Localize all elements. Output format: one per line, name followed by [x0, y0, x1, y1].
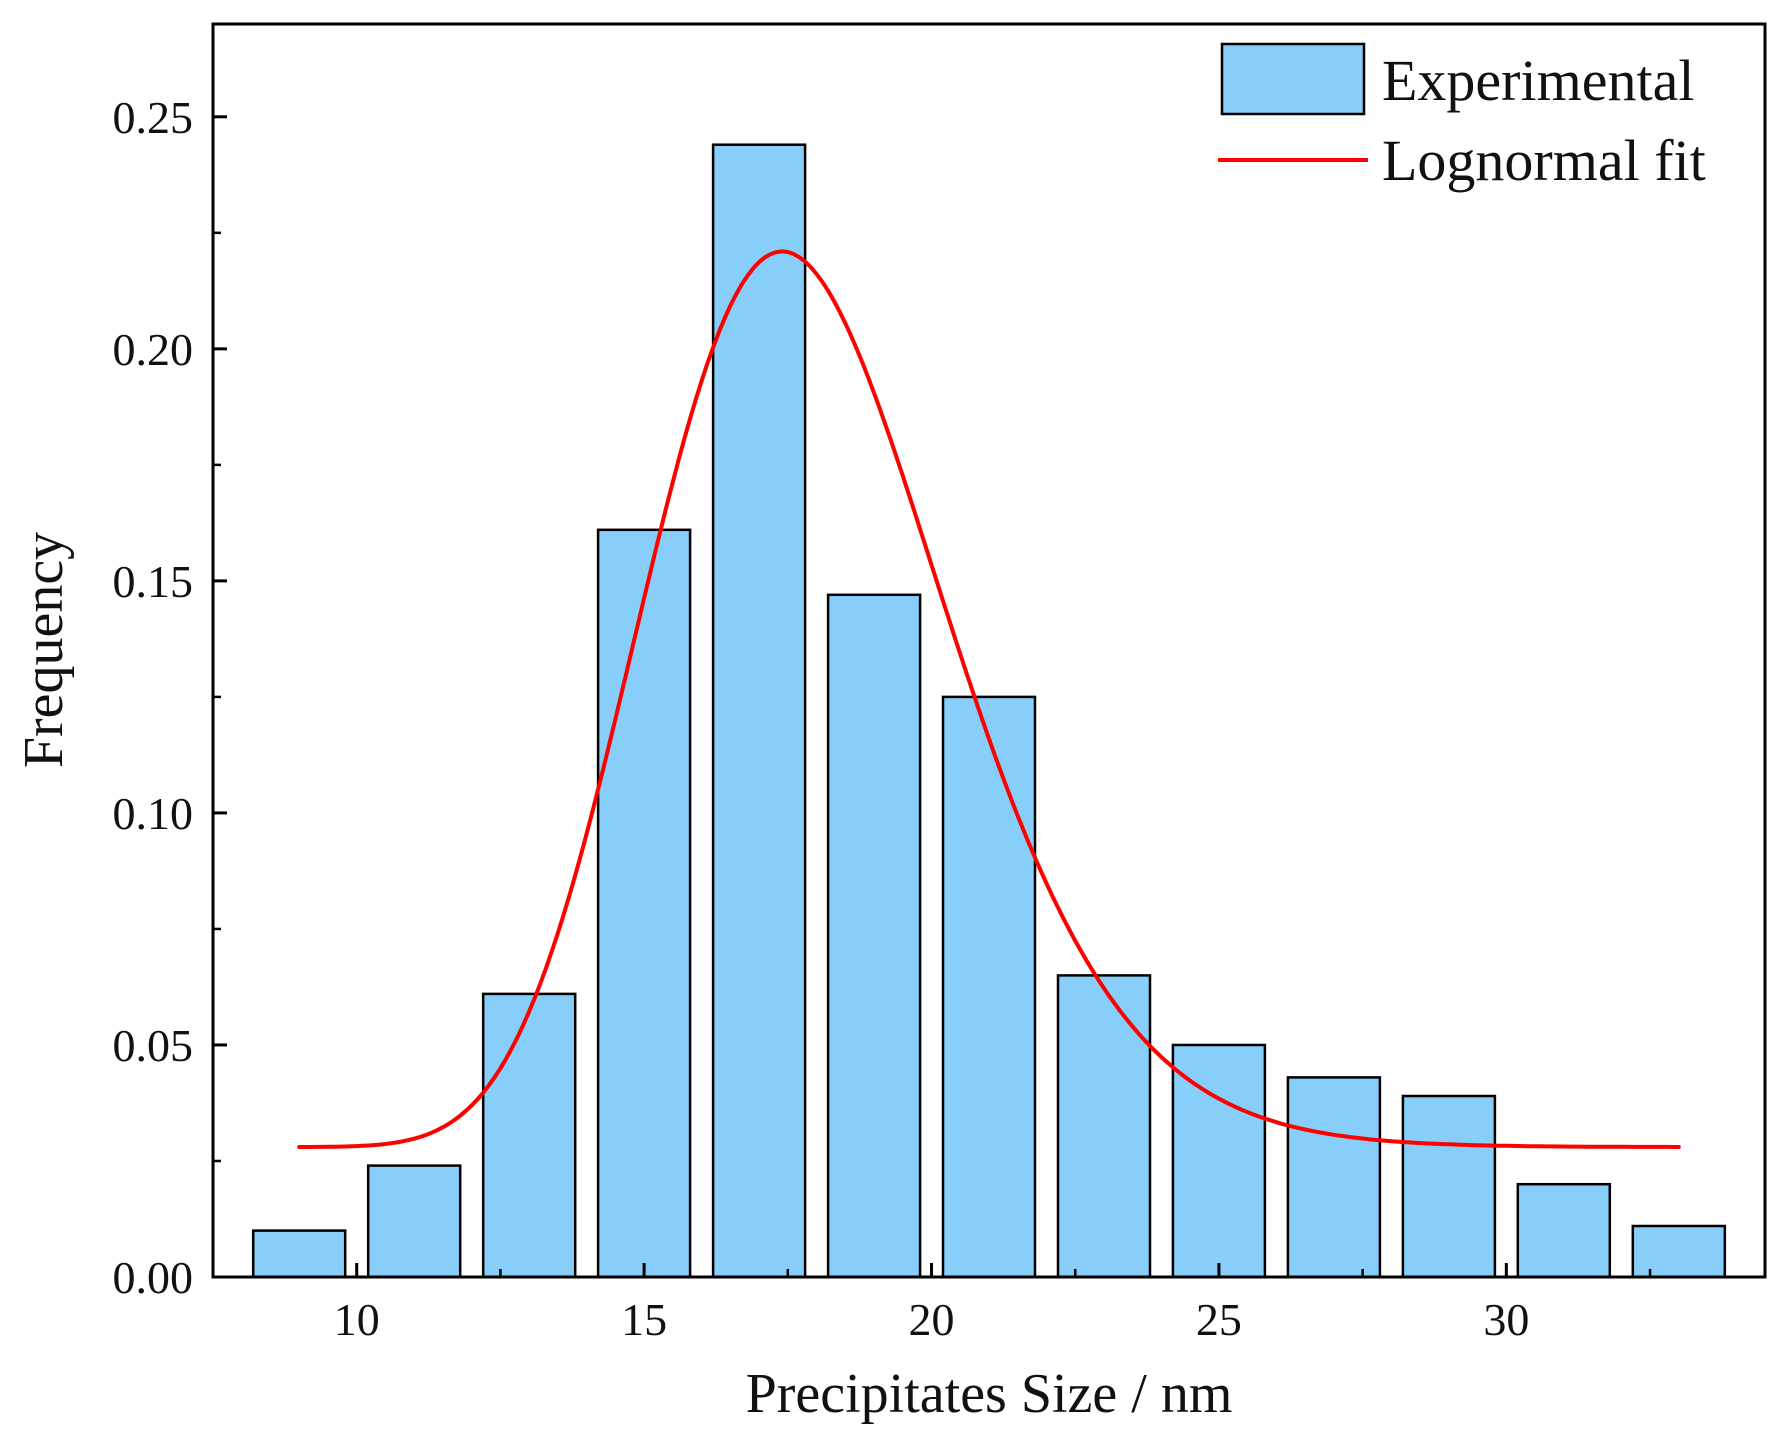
lognormal-fit-line: [297, 249, 1681, 1149]
y-tick-label-1: 0.05: [113, 1020, 194, 1071]
y-tick-label-5: 0.25: [113, 92, 194, 143]
curve-layer: [297, 249, 1681, 1149]
bar-25: [1171, 1043, 1267, 1279]
y-tick-label-2: 0.10: [113, 788, 194, 839]
bar-13: [481, 992, 577, 1279]
x-tick-label-25: 25: [1196, 1294, 1242, 1345]
y-tick-label-3: 0.15: [113, 556, 194, 607]
legend: Experimental Lognormal fit: [1218, 42, 1706, 193]
bar-27: [1286, 1076, 1382, 1279]
bar-11: [366, 1164, 462, 1279]
y-tick-label-4: 0.20: [113, 324, 194, 375]
bar-29: [1401, 1094, 1497, 1279]
x-axis-label: Precipitates Size / nm: [746, 1363, 1233, 1425]
y-axis-label: Frequency: [13, 532, 75, 768]
bar-19: [826, 593, 922, 1279]
legend-swatch-experimental: [1220, 42, 1366, 116]
ticks-layer: 10 15 20 25 30 0.00 0.05 0.10 0.15 0.20 0.25: [113, 92, 1652, 1345]
y-tick-label-0: 0.00: [113, 1252, 194, 1303]
bar-31: [1516, 1182, 1612, 1279]
bar-33: [1631, 1224, 1727, 1279]
x-tick-label-30: 30: [1483, 1294, 1529, 1345]
bar-15: [596, 528, 692, 1279]
x-tick-label-15: 15: [621, 1294, 667, 1345]
x-tick-label-20: 20: [909, 1294, 955, 1345]
x-tick-label-10: 10: [334, 1294, 380, 1345]
legend-label-lognormal: Lognormal fit: [1382, 128, 1706, 193]
legend-label-experimental: Experimental: [1382, 48, 1694, 113]
bar-23: [1056, 974, 1152, 1279]
bar-21: [941, 695, 1037, 1279]
bar-9: [251, 1229, 347, 1279]
plot-frame: [211, 22, 1767, 1279]
bars-layer: [251, 143, 1727, 1279]
